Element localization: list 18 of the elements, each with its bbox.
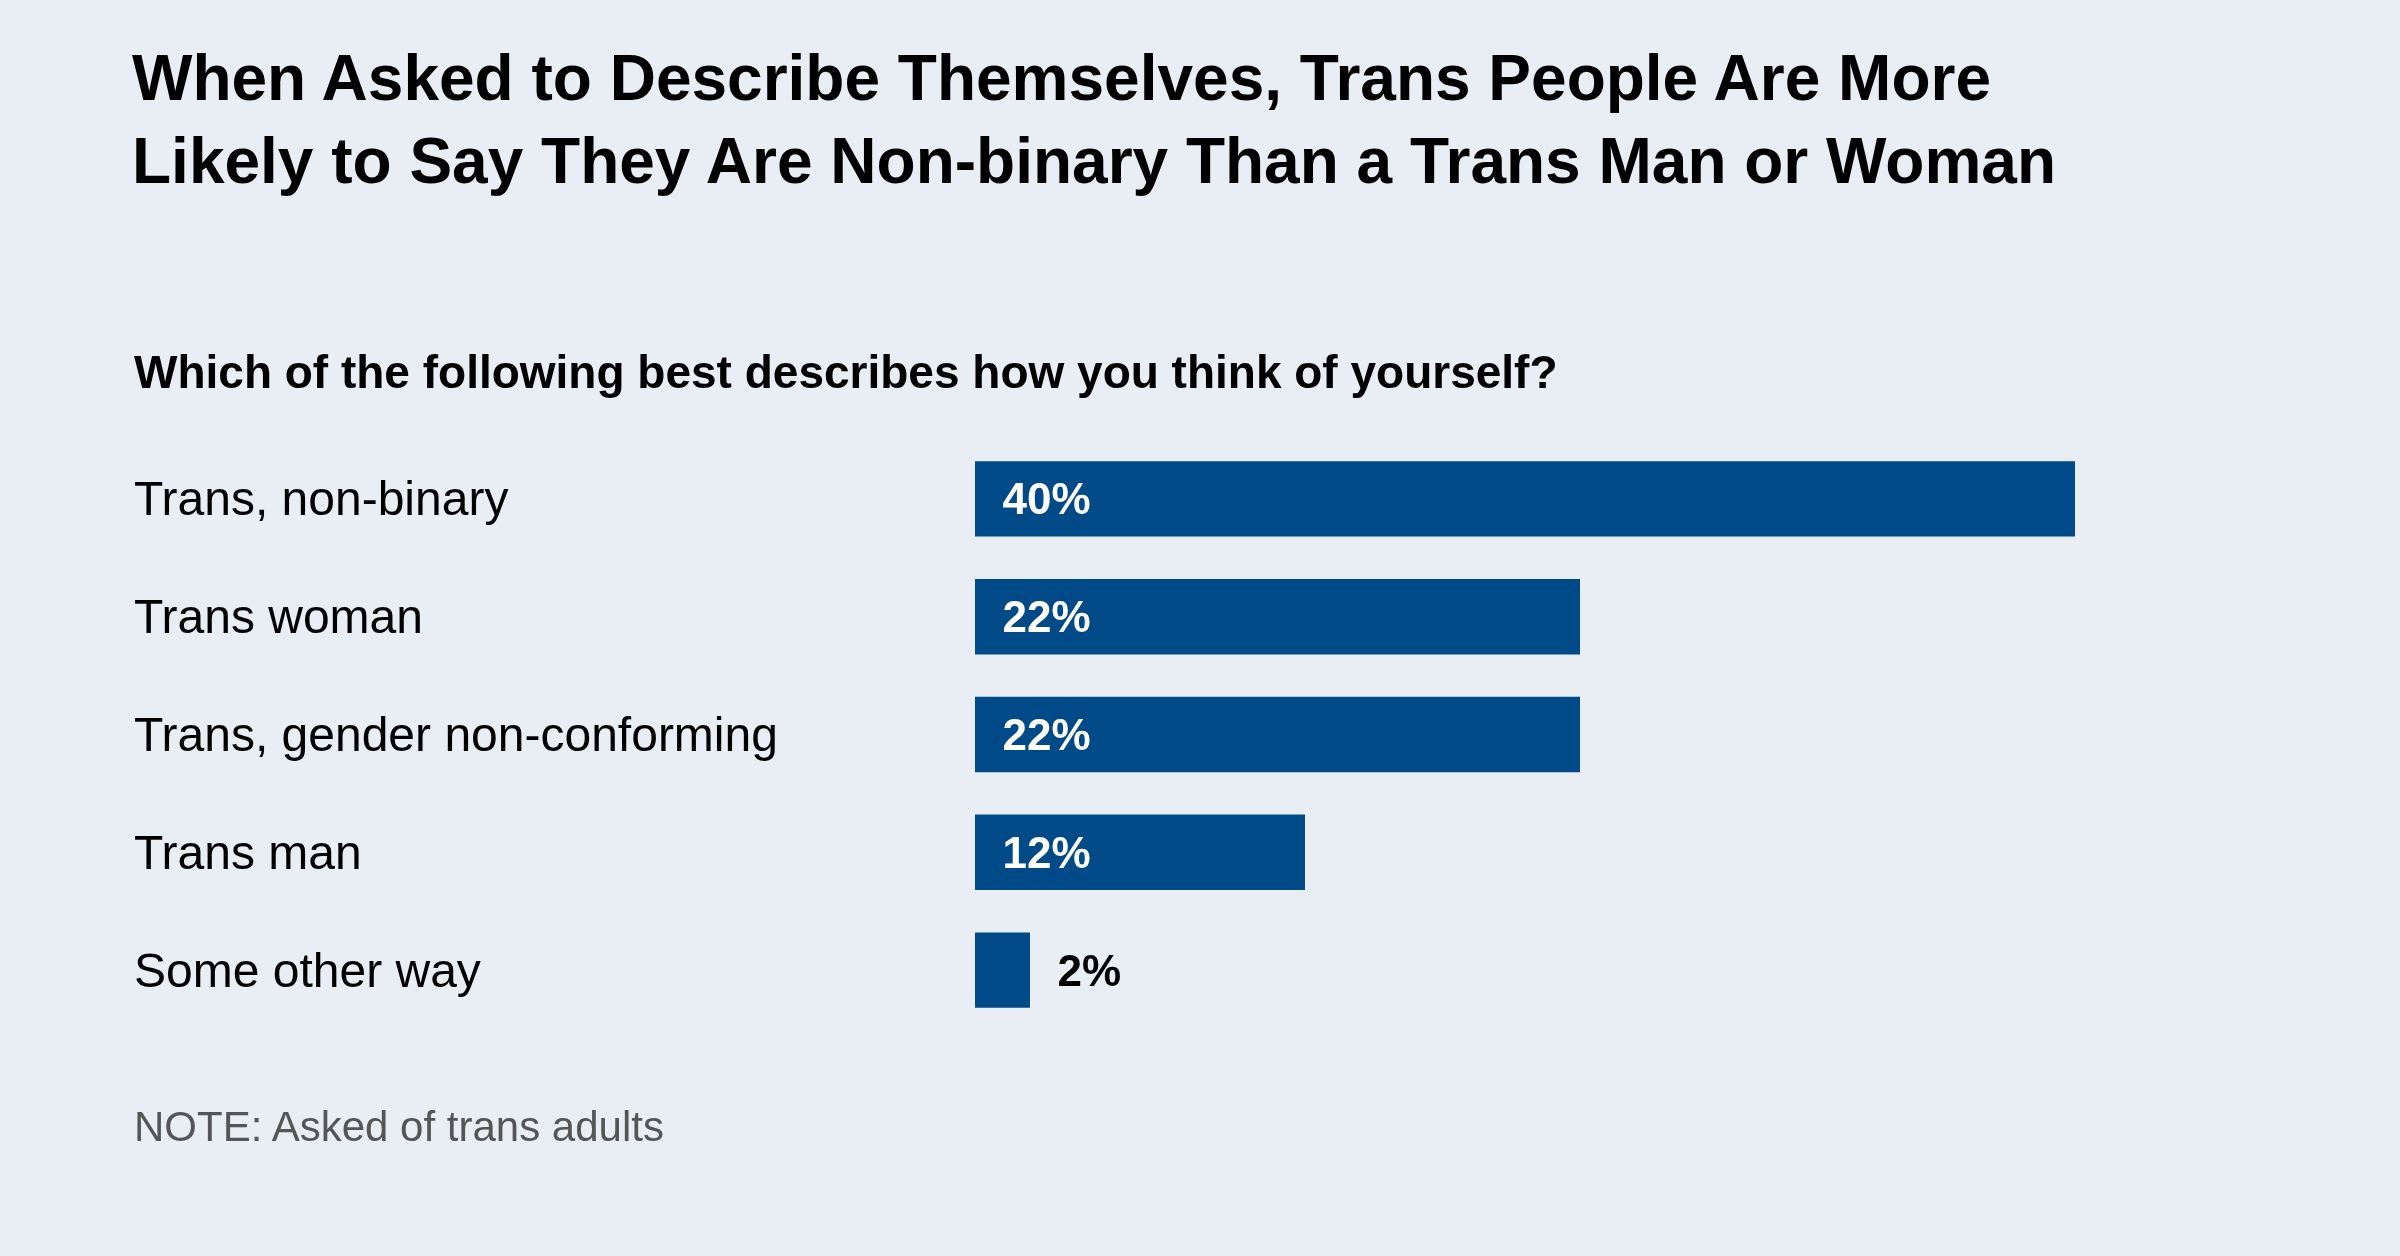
- bar: [975, 932, 1030, 1008]
- data-label: 12%: [978, 827, 1091, 877]
- chart-title: When Asked to Describe Themselves, Trans People Are More Likely to Say They Are Non-binary Than a Trans Man or Woman: [132, 42, 2056, 198]
- text: NOTE: Asked of trans adults: [134, 1103, 664, 1150]
- data-label: 2%: [1033, 945, 1122, 995]
- bar: [975, 461, 2075, 537]
- data-label: 22%: [978, 592, 1091, 642]
- data-label: 22%: [978, 710, 1091, 759]
- data-label: 40%: [978, 474, 1091, 524]
- bar: [975, 579, 1580, 655]
- chart-subtitle: Which of the following best describes how you think of yourself?: [134, 346, 1558, 398]
- y-tick-label: Some other way: [134, 944, 481, 997]
- bar: [975, 696, 1580, 773]
- y-tick-label: Trans man: [134, 826, 362, 879]
- y-tick-label: Trans, gender non-conforming: [134, 708, 778, 761]
- y-tick-label: Trans woman: [134, 590, 423, 643]
- bar: [975, 814, 1305, 890]
- y-tick-label: Trans, non-binary: [134, 472, 509, 525]
